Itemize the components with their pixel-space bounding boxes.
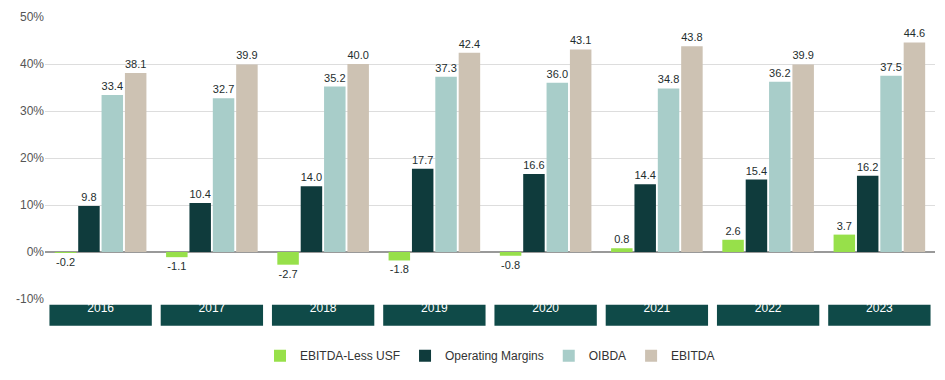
- svg-text:17.7: 17.7: [412, 154, 433, 166]
- svg-text:36.0: 36.0: [547, 68, 568, 80]
- svg-text:EBITDA-Less USF: EBITDA-Less USF: [300, 349, 400, 363]
- svg-text:14.0: 14.0: [301, 171, 322, 183]
- svg-text:43.8: 43.8: [681, 31, 702, 43]
- svg-text:10.4: 10.4: [189, 188, 210, 200]
- svg-text:EBITDA: EBITDA: [671, 349, 714, 363]
- svg-text:0%: 0%: [27, 245, 45, 259]
- svg-text:9.8: 9.8: [81, 191, 96, 203]
- svg-text:44.6: 44.6: [904, 27, 925, 39]
- svg-text:33.4: 33.4: [102, 80, 123, 92]
- svg-text:2021: 2021: [644, 301, 671, 315]
- svg-text:3.7: 3.7: [837, 220, 852, 232]
- svg-text:37.3: 37.3: [435, 62, 456, 74]
- svg-text:2.6: 2.6: [725, 225, 740, 237]
- svg-text:37.5: 37.5: [880, 61, 901, 73]
- svg-text:39.9: 39.9: [236, 49, 257, 61]
- svg-text:OIBDA: OIBDA: [589, 349, 626, 363]
- svg-text:0.8: 0.8: [614, 233, 629, 245]
- svg-text:14.4: 14.4: [634, 169, 655, 181]
- svg-text:40.0: 40.0: [347, 49, 368, 61]
- svg-text:2020: 2020: [532, 301, 559, 315]
- svg-text:2017: 2017: [199, 301, 226, 315]
- svg-text:2022: 2022: [755, 301, 782, 315]
- svg-text:-1.8: -1.8: [390, 263, 409, 275]
- svg-text:34.8: 34.8: [658, 73, 679, 85]
- svg-text:16.6: 16.6: [523, 159, 544, 171]
- svg-text:-1.1: -1.1: [167, 260, 186, 272]
- svg-text:2016: 2016: [87, 301, 114, 315]
- svg-text:2019: 2019: [421, 301, 448, 315]
- svg-text:32.7: 32.7: [213, 83, 234, 95]
- svg-text:50%: 50%: [20, 10, 44, 24]
- svg-text:-0.8: -0.8: [501, 259, 520, 271]
- svg-text:38.1: 38.1: [125, 58, 146, 70]
- svg-text:30%: 30%: [20, 104, 44, 118]
- svg-text:2018: 2018: [310, 301, 337, 315]
- svg-text:2023: 2023: [866, 301, 893, 315]
- svg-text:Operating Margins: Operating Margins: [445, 349, 544, 363]
- svg-text:-10%: -10%: [16, 292, 44, 306]
- svg-text:10%: 10%: [20, 198, 44, 212]
- svg-text:40%: 40%: [20, 57, 44, 71]
- svg-text:20%: 20%: [20, 151, 44, 165]
- svg-text:16.2: 16.2: [857, 161, 878, 173]
- svg-text:39.9: 39.9: [792, 49, 813, 61]
- svg-text:36.2: 36.2: [769, 67, 790, 79]
- svg-text:-0.2: -0.2: [56, 256, 75, 268]
- svg-text:43.1: 43.1: [570, 34, 591, 46]
- svg-text:42.4: 42.4: [459, 38, 480, 50]
- svg-text:35.2: 35.2: [324, 72, 345, 84]
- svg-text:-2.7: -2.7: [279, 268, 298, 280]
- svg-text:15.4: 15.4: [746, 165, 767, 177]
